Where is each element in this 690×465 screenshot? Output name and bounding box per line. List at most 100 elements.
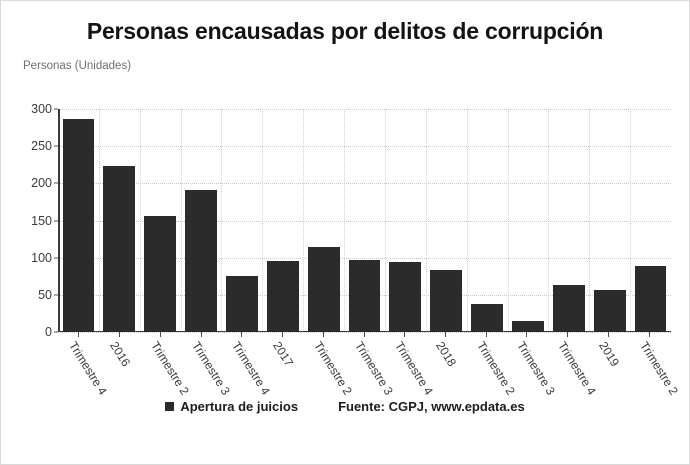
y-axis-tick-mark bbox=[54, 182, 58, 184]
x-axis-tick bbox=[588, 332, 629, 340]
x-axis-label-cell: Trimestre 4 bbox=[547, 337, 599, 398]
gridline-vertical bbox=[303, 109, 305, 332]
bar-column[interactable] bbox=[548, 113, 589, 332]
y-axis-tick-mark bbox=[54, 145, 58, 147]
x-axis-label-cell: Trimestre 2 bbox=[302, 337, 355, 398]
bar-column[interactable] bbox=[221, 113, 262, 332]
bar[interactable] bbox=[225, 275, 258, 332]
x-axis-tick bbox=[139, 332, 180, 340]
gridline-vertical bbox=[589, 109, 591, 332]
x-axis-tick bbox=[547, 332, 588, 340]
x-axis-tick bbox=[465, 332, 506, 340]
gridline bbox=[58, 257, 671, 259]
x-axis-tick bbox=[384, 332, 425, 340]
x-axis-label-cell: Trimestre 2 bbox=[628, 337, 681, 398]
bar-column[interactable] bbox=[385, 113, 426, 332]
gridline bbox=[58, 220, 671, 222]
legend-item-apertura-de-juicios: Apertura de juicios bbox=[165, 399, 298, 414]
bar-column[interactable] bbox=[99, 113, 140, 332]
x-axis-label-cell: Trimestre 4 bbox=[58, 337, 110, 398]
bar[interactable] bbox=[144, 215, 177, 332]
bar[interactable] bbox=[552, 285, 585, 332]
x-axis-label: 2019 bbox=[596, 339, 623, 370]
bar[interactable] bbox=[634, 265, 667, 332]
bar[interactable] bbox=[185, 190, 217, 332]
bar-column[interactable] bbox=[630, 113, 671, 332]
y-axis-tick-mark bbox=[54, 294, 58, 296]
y-axis-line bbox=[58, 109, 60, 332]
x-axis-tick bbox=[262, 332, 303, 340]
y-axis-tick-mark bbox=[54, 257, 58, 259]
gridline-vertical bbox=[344, 109, 346, 332]
y-axis-tick-label: 150 bbox=[31, 213, 52, 228]
bar[interactable] bbox=[348, 260, 381, 332]
bar[interactable] bbox=[430, 269, 463, 332]
gridline-vertical bbox=[180, 109, 182, 332]
x-axis-tick bbox=[221, 332, 262, 340]
x-axis-tick bbox=[628, 332, 669, 340]
bar-column[interactable] bbox=[467, 113, 508, 332]
bar-series bbox=[58, 113, 671, 332]
legend-swatch-icon bbox=[165, 402, 175, 411]
x-axis-label-cell: Trimestre 3 bbox=[343, 337, 396, 398]
y-axis-tick-label: 300 bbox=[31, 102, 52, 116]
gridline-vertical bbox=[98, 109, 100, 332]
y-axis-caption: Personas (Unidades) bbox=[23, 60, 132, 72]
gridline-vertical bbox=[384, 109, 386, 332]
x-axis-label-cell: Trimestre 2 bbox=[465, 337, 518, 398]
x-axis-labels: Trimestre 4 2016 Trimestre 2 Trimestre 3 Tri… bbox=[58, 337, 681, 398]
bar[interactable] bbox=[307, 246, 340, 332]
bar-column[interactable] bbox=[589, 113, 630, 332]
x-axis-tick bbox=[425, 332, 466, 340]
bar[interactable] bbox=[389, 261, 422, 332]
x-axis-tick bbox=[58, 332, 99, 340]
gridline-vertical bbox=[221, 109, 223, 332]
chart-title: Personas encausadas por delitos de corru… bbox=[86, 18, 604, 44]
source-note: Fuente: CGPJ, www.epdata.es bbox=[338, 399, 525, 414]
bar[interactable] bbox=[593, 290, 626, 332]
bar-column[interactable] bbox=[426, 113, 467, 332]
y-axis-tick-mark bbox=[54, 220, 58, 221]
y-axis-tick-label: 0 bbox=[45, 325, 52, 339]
x-axis-tick bbox=[99, 332, 140, 340]
gridline-vertical bbox=[466, 109, 468, 332]
x-axis-label-cell: Trimestre 2 bbox=[139, 337, 192, 398]
gridline-vertical bbox=[425, 109, 427, 332]
bar-column[interactable] bbox=[181, 113, 222, 332]
gridline-vertical bbox=[630, 109, 632, 332]
x-axis-label: Trimestre 2 bbox=[636, 339, 681, 398]
x-axis-tick bbox=[343, 332, 384, 340]
x-axis-label-cell: Trimestre 4 bbox=[384, 337, 436, 398]
bar-column[interactable] bbox=[507, 113, 548, 332]
x-axis-label-cell: 2018 bbox=[425, 337, 466, 397]
x-axis-tick bbox=[506, 332, 547, 340]
bar[interactable] bbox=[62, 118, 95, 332]
x-axis-label: 2017 bbox=[270, 339, 297, 370]
x-axis-tick bbox=[180, 332, 221, 340]
y-axis-tick-label: 200 bbox=[31, 176, 52, 191]
x-axis-tick-marks bbox=[58, 332, 669, 340]
bar[interactable] bbox=[471, 303, 503, 332]
x-axis-label-cell: 2019 bbox=[588, 337, 629, 397]
x-axis-label-cell: Trimestre 3 bbox=[506, 337, 559, 398]
gridline bbox=[58, 332, 671, 333]
x-axis-label-cell: 2016 bbox=[99, 337, 140, 397]
gridline-vertical bbox=[548, 109, 550, 332]
bar-column[interactable] bbox=[303, 113, 344, 332]
x-axis-tick bbox=[302, 332, 343, 340]
bar[interactable] bbox=[103, 165, 136, 332]
y-axis-tick-mark bbox=[54, 331, 58, 333]
x-axis-label-cell: Trimestre 4 bbox=[221, 337, 273, 398]
x-axis-label-cell: 2017 bbox=[262, 337, 303, 397]
y-axis-tick-label: 100 bbox=[31, 250, 52, 265]
bar-column[interactable] bbox=[58, 113, 99, 332]
bar-column[interactable] bbox=[140, 113, 181, 332]
bar[interactable] bbox=[266, 261, 299, 332]
chart-footer: Apertura de juicios Fuente: CGPJ, www.ep… bbox=[1, 399, 689, 414]
y-axis-tick-label: 250 bbox=[31, 139, 52, 154]
x-axis-label-cell: Trimestre 3 bbox=[180, 337, 233, 398]
bar[interactable] bbox=[511, 321, 544, 332]
bar-column[interactable] bbox=[344, 113, 385, 332]
bar-column[interactable] bbox=[262, 113, 303, 332]
